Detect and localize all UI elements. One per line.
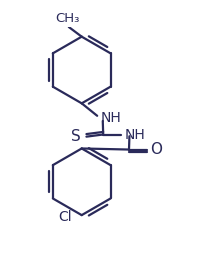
Text: CH₃: CH₃: [55, 12, 80, 25]
Text: O: O: [150, 142, 163, 157]
Text: Cl: Cl: [58, 210, 72, 224]
Text: S: S: [71, 129, 81, 144]
Text: NH: NH: [101, 111, 122, 125]
Text: NH: NH: [125, 128, 146, 141]
